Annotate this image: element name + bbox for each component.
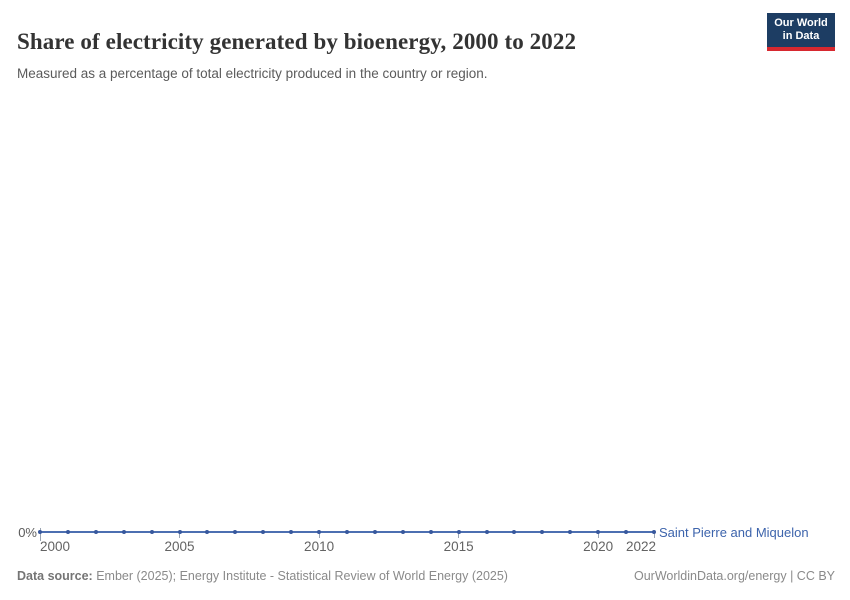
data-point[interactable]	[484, 530, 489, 534]
footer: Data source: Ember (2025); Energy Instit…	[17, 569, 835, 583]
chart-title: Share of electricity generated by bioene…	[17, 29, 577, 55]
y-axis-zero-label: 0%	[18, 525, 37, 540]
data-point[interactable]	[540, 530, 545, 534]
x-axis-tick	[597, 532, 599, 538]
x-axis-tick	[653, 532, 655, 538]
chart-subtitle: Measured as a percentage of total electr…	[17, 65, 488, 81]
x-tick-label: 2020	[583, 539, 614, 554]
data-point[interactable]	[261, 530, 266, 534]
x-axis-tick	[39, 528, 41, 541]
data-point[interactable]	[568, 530, 573, 534]
series-label[interactable]: Saint Pierre and Miquelon	[659, 525, 809, 540]
data-point[interactable]	[149, 530, 154, 534]
data-point[interactable]	[400, 530, 405, 534]
x-tick-label: 2010	[304, 539, 335, 554]
owid-logo-line2: in Data	[782, 30, 820, 42]
data-point[interactable]	[65, 530, 70, 534]
data-source-note: Data source: Ember (2025); Energy Instit…	[17, 569, 508, 583]
data-point[interactable]	[289, 530, 294, 534]
data-point[interactable]	[345, 530, 349, 534]
data-point[interactable]	[317, 530, 322, 534]
data-point[interactable]	[456, 530, 461, 534]
x-tick-label: 2015	[443, 539, 474, 554]
data-source-text: Ember (2025); Energy Institute - Statist…	[92, 569, 508, 583]
data-point[interactable]	[372, 530, 377, 534]
footer-credit-link[interactable]: OurWorldinData.org/energy | CC BY	[633, 569, 835, 583]
x-axis-tick	[458, 532, 460, 538]
x-tick-label: 2000	[40, 539, 71, 554]
data-point[interactable]	[121, 530, 126, 534]
data-point[interactable]	[624, 530, 629, 534]
owid-logo[interactable]: Our World in Data	[767, 13, 835, 51]
data-point[interactable]	[205, 530, 210, 534]
data-point[interactable]	[428, 530, 433, 534]
data-point[interactable]	[652, 530, 656, 534]
data-source-label: Data source:	[17, 569, 93, 583]
data-point[interactable]	[177, 530, 182, 534]
data-point[interactable]	[93, 530, 98, 534]
data-point[interactable]	[596, 530, 601, 534]
data-point[interactable]	[38, 530, 42, 534]
x-axis-tick	[179, 532, 181, 538]
x-axis-tick	[318, 532, 320, 538]
x-tick-label: 2005	[164, 539, 195, 554]
owid-logo-line1: Our World	[774, 17, 828, 30]
data-point[interactable]	[512, 530, 517, 534]
data-point[interactable]	[233, 530, 238, 534]
x-tick-label: 2022	[625, 539, 656, 554]
